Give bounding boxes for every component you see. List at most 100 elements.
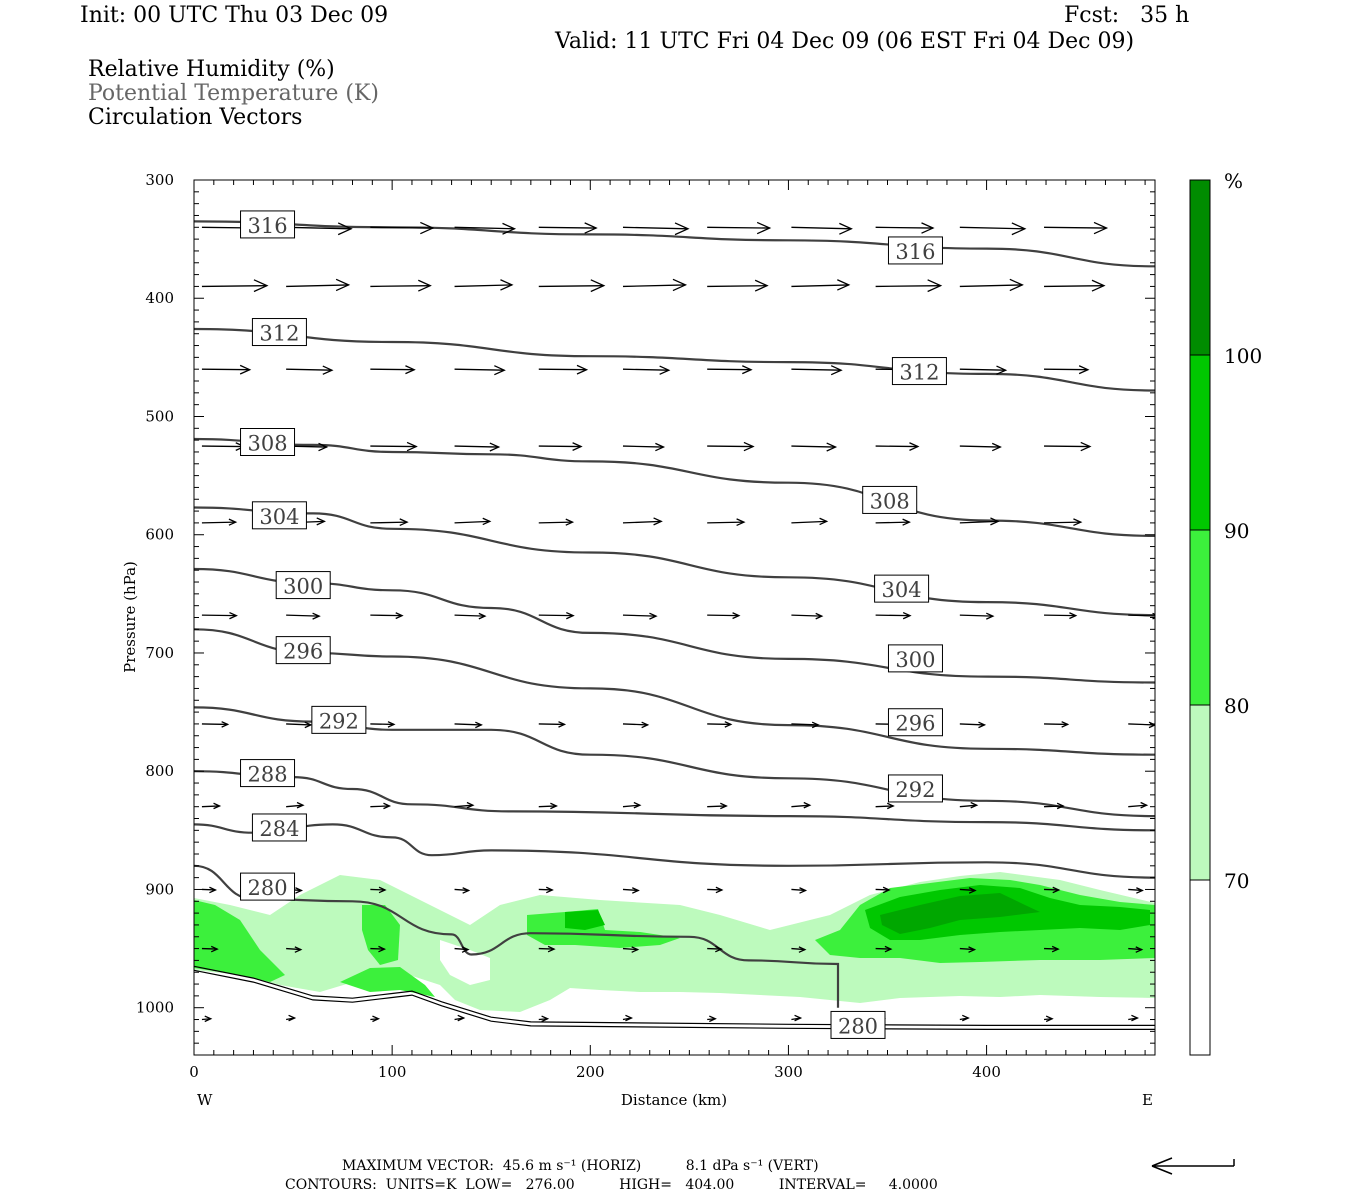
- valid-time-label: Valid: 11 UTC Fri 04 Dec 09 (06 EST Fri …: [555, 29, 1135, 54]
- x-tick-label: 100: [378, 1063, 407, 1081]
- contour-label-box: [887, 644, 943, 673]
- vector-head: [228, 518, 238, 526]
- vector-head: [296, 801, 305, 809]
- contour-label-box: [251, 318, 307, 347]
- vector-head: [378, 886, 387, 894]
- vector-arrow: [201, 611, 238, 620]
- contour-label-292: 292: [319, 709, 359, 733]
- vector-shaft: [875, 614, 911, 617]
- vector-shaft: [707, 521, 744, 524]
- vector-arrow: [1044, 441, 1092, 452]
- vector-shaft: [538, 614, 574, 617]
- vector-shaft: [286, 284, 349, 288]
- vector-arrow: [286, 801, 305, 809]
- vector-arrow: [707, 1015, 717, 1023]
- colorbar-segment: [1189, 704, 1211, 881]
- vector-arrow: [622, 887, 640, 894]
- vector-arrow: [454, 801, 475, 809]
- vector-shaft: [1044, 521, 1081, 524]
- vector-shaft: [959, 284, 1023, 288]
- vector-shaft: [959, 947, 975, 951]
- vector-shaft: [538, 368, 587, 371]
- relative-humidity-shading: [194, 872, 1155, 1012]
- vector-head: [631, 946, 640, 953]
- vector-arrow: [622, 278, 688, 292]
- vector-shaft: [875, 805, 894, 808]
- colorbar-segment: [1189, 179, 1211, 356]
- vector-head: [387, 721, 396, 728]
- vector-head: [962, 1014, 970, 1022]
- vector-head: [546, 886, 554, 894]
- vector-shaft: [454, 888, 469, 892]
- vector-head: [837, 279, 851, 291]
- vector-head: [565, 518, 575, 526]
- vector-head: [632, 887, 640, 894]
- vector-head: [1051, 945, 1060, 953]
- vector-arrow: [1128, 1014, 1140, 1022]
- vector-shaft: [622, 723, 648, 726]
- vector-shaft: [707, 226, 770, 229]
- vector-head: [996, 365, 1008, 375]
- vector-head: [756, 221, 772, 235]
- contour-label-box: [311, 705, 367, 734]
- vector-head: [819, 517, 829, 526]
- y-tick-label: 800: [145, 762, 174, 780]
- vector-arrow: [791, 222, 853, 235]
- vector-head: [927, 279, 943, 293]
- vector-arrow: [538, 611, 575, 620]
- vector-shaft: [454, 226, 515, 230]
- vector-shaft: [791, 614, 822, 617]
- vector-arrow: [622, 1014, 634, 1022]
- contour-label-316: 316: [247, 214, 287, 238]
- contour-label-300: 300: [283, 575, 323, 599]
- vector-shaft: [370, 888, 386, 891]
- vector-head: [1131, 1014, 1140, 1022]
- vector-shaft: [1128, 614, 1155, 617]
- vector-arrow: [707, 365, 753, 375]
- vector-arrow: [622, 612, 658, 620]
- contour-label-312: 312: [899, 361, 939, 385]
- y-axis-label: Pressure (hPa): [121, 561, 139, 673]
- vector-head: [986, 612, 995, 620]
- rh-80-region: [194, 900, 285, 982]
- contour-label-316: 316: [895, 240, 935, 264]
- vector-arrow: [1044, 221, 1109, 235]
- vector-head: [649, 612, 658, 620]
- contour-label-box: [874, 574, 930, 603]
- vector-arrow: [959, 612, 995, 620]
- vector-head: [318, 442, 329, 452]
- vector-shaft: [370, 614, 403, 617]
- colorbar-segment: [1189, 879, 1211, 1056]
- vector-arrow: [370, 1015, 381, 1023]
- contour-label-288: 288: [247, 763, 287, 787]
- contour-label-box: [240, 210, 296, 239]
- vector-shaft: [791, 888, 806, 892]
- vector-shaft: [1044, 614, 1076, 617]
- vector-arrow: [286, 222, 353, 236]
- vector-shaft: [370, 805, 390, 808]
- vector-arrow: [370, 721, 396, 728]
- contour-label-304: 304: [259, 505, 299, 529]
- vector-arrow: [370, 945, 387, 953]
- vector-head: [839, 222, 853, 235]
- vector-shaft: [370, 285, 431, 288]
- vector-shaft: [622, 947, 638, 951]
- vector-arrow: [622, 801, 642, 809]
- vector-head: [295, 887, 304, 894]
- contour-label-box: [240, 872, 296, 901]
- vector-head: [584, 222, 598, 234]
- vector-arrow: [959, 801, 979, 809]
- field-label-theta: Potential Temperature (K): [88, 81, 379, 106]
- vector-head: [500, 279, 514, 291]
- vector-shaft: [538, 888, 553, 891]
- vector-shaft: [454, 614, 485, 617]
- vector-arrow: [538, 802, 558, 810]
- vector-head: [1073, 518, 1083, 527]
- vector-head: [337, 222, 353, 236]
- vector-shaft: [201, 805, 220, 808]
- contour-label-296: 296: [895, 712, 935, 736]
- vector-head: [811, 721, 820, 729]
- vector-head: [882, 886, 891, 894]
- vector-arrow: [201, 364, 252, 375]
- contour-labels: 316 316 312 312 308 308 304 304 300 300 296 296 292 2…: [240, 210, 947, 1039]
